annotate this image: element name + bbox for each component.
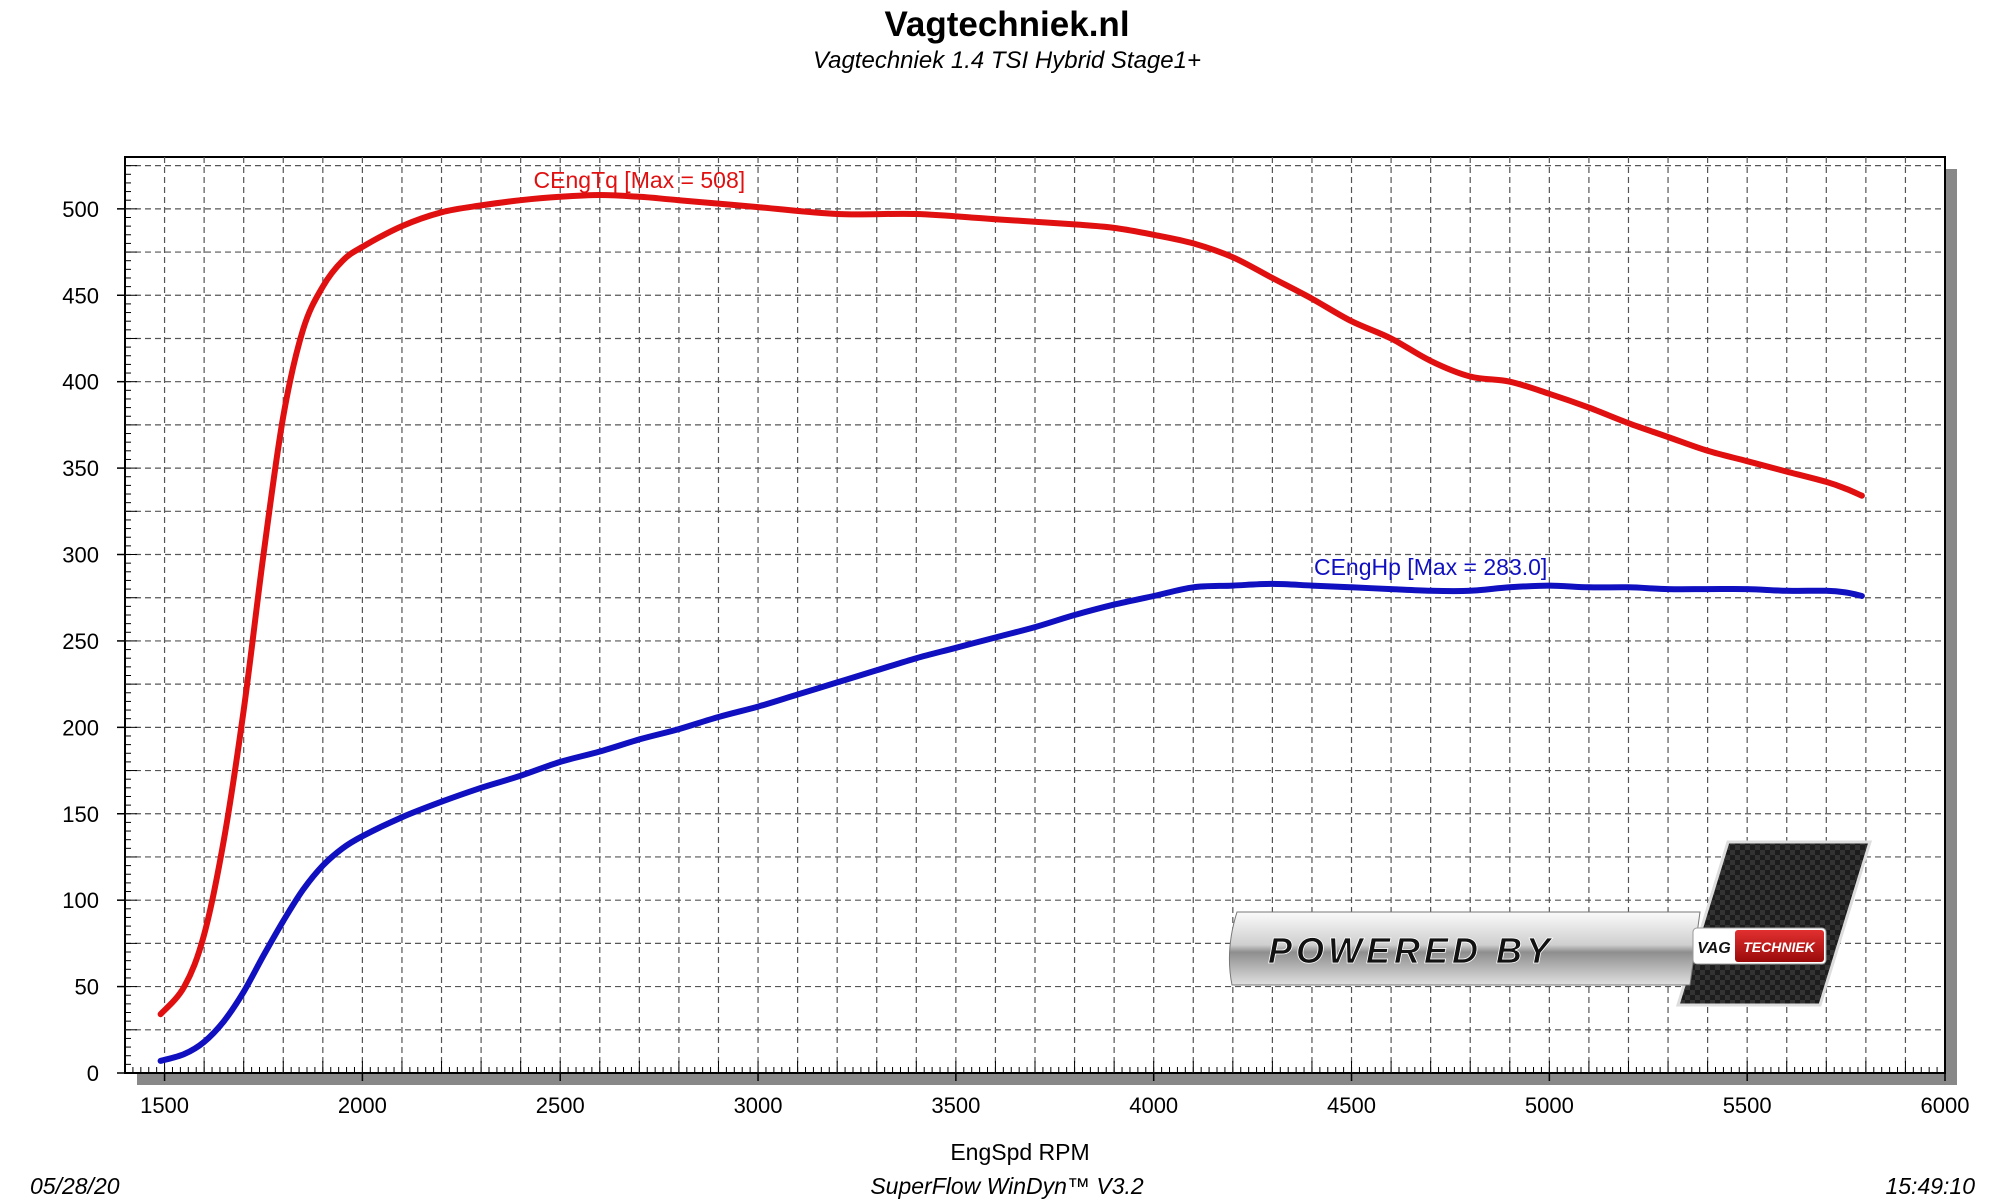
- y-tick-label: 100: [62, 888, 99, 913]
- series-label-1: CEngHp [Max = 283.0]: [1314, 554, 1547, 580]
- y-tick-label: 50: [75, 975, 99, 1000]
- chart-subtitle: Vagtechniek 1.4 TSI Hybrid Stage1+: [813, 47, 1201, 74]
- series: CEngTq [Max = 508] CEngHp [Max = 283.0]: [157, 167, 1865, 1064]
- y-tick-label: 300: [62, 543, 99, 568]
- y-tick-label: 450: [62, 283, 99, 308]
- y-tick-label: 150: [62, 802, 99, 827]
- grid: [125, 157, 1945, 1073]
- logo-badge-techniek: TECHNIEK: [1743, 939, 1815, 955]
- powered-by-logo: POWERED BY VAG TECHNIEK: [1228, 840, 1873, 1007]
- series-line-0: [157, 192, 1865, 1018]
- x-tick-label: 6000: [1921, 1093, 1970, 1118]
- x-tick-label: 3000: [734, 1093, 783, 1118]
- x-tick-label: 2500: [536, 1093, 585, 1118]
- x-tick-label: 5000: [1525, 1093, 1574, 1118]
- footer-software: SuperFlow WinDyn™ V3.2: [870, 1173, 1144, 1199]
- tick-marks: [117, 165, 1946, 1081]
- x-tick-labels: 1500 2000 2500 3000 3500 4000 4500 5000 5500 6000: [140, 1093, 1969, 1118]
- y-tick-label: 250: [62, 629, 99, 654]
- logo-badge-vag: VAG: [1697, 940, 1730, 957]
- y-tick-label: 0: [87, 1061, 99, 1086]
- x-tick-label: 4500: [1327, 1093, 1376, 1118]
- chart-title: Vagtechniek.nl: [884, 5, 1129, 44]
- x-tick-label: 1500: [140, 1093, 189, 1118]
- y-tick-label: 200: [62, 715, 99, 740]
- x-axis-label: EngSpd RPM: [950, 1139, 1089, 1165]
- footer-date: 05/28/20: [30, 1173, 120, 1199]
- series-label-0: CEngTq [Max = 508]: [534, 167, 746, 193]
- y-tick-label: 350: [62, 456, 99, 481]
- footer-time: 15:49:10: [1885, 1173, 1975, 1199]
- y-tick-labels: 0 50 100 150 200 250 300 350 400 450 500: [62, 197, 99, 1086]
- y-tick-label: 400: [62, 370, 99, 395]
- series-line-1: [157, 580, 1865, 1064]
- y-tick-label: 500: [62, 197, 99, 222]
- x-tick-label: 3500: [931, 1093, 980, 1118]
- x-tick-label: 4000: [1129, 1093, 1178, 1118]
- x-tick-label: 2000: [338, 1093, 387, 1118]
- logo-powered-by: POWERED BY: [1268, 930, 1554, 971]
- x-tick-label: 5500: [1723, 1093, 1772, 1118]
